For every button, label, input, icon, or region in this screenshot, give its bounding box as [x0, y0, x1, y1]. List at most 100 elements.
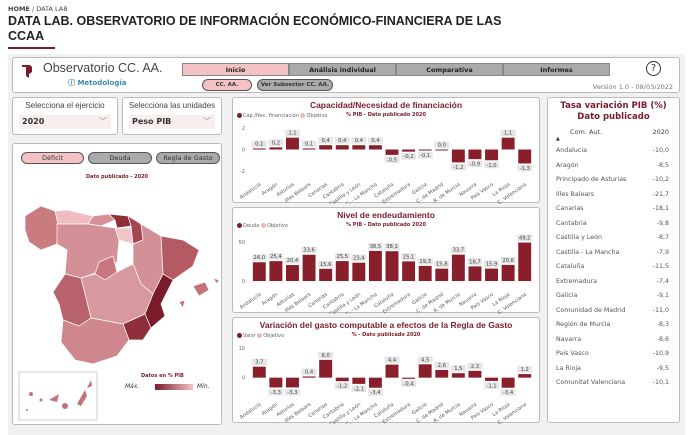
- row-ccaa: Navarra: [556, 335, 582, 343]
- row-value: -7,4: [656, 277, 669, 285]
- bar[interactable]: [518, 149, 532, 164]
- sort-ascending-icon[interactable]: ▲: [556, 136, 560, 142]
- bar[interactable]: [319, 268, 333, 281]
- region-galicia[interactable]: [24, 205, 59, 251]
- bar[interactable]: [485, 268, 498, 281]
- table-row[interactable]: Extremadura -7,4: [556, 278, 669, 293]
- subtab-ccaa[interactable]: CC. AA.: [202, 79, 252, 91]
- chart-title: Capacidad/Necesidad de financiación: [309, 100, 463, 110]
- bar[interactable]: [286, 137, 299, 150]
- bar[interactable]: [335, 261, 349, 281]
- breadcrumb-home[interactable]: HOME: [8, 5, 30, 13]
- bar[interactable]: [518, 242, 532, 281]
- table-row[interactable]: Comunidad de Madrid -11,0: [556, 307, 669, 322]
- region-cataluna[interactable]: [160, 235, 200, 281]
- bar[interactable]: [451, 149, 465, 163]
- bar[interactable]: [501, 264, 515, 281]
- bar[interactable]: [435, 369, 449, 378]
- tab-inicio[interactable]: Inicio: [182, 63, 289, 76]
- table-row[interactable]: Castilla y León -8,7: [556, 234, 669, 249]
- bar[interactable]: [269, 261, 283, 281]
- unidades-dropdown[interactable]: Peso PIB ﹀: [129, 115, 215, 129]
- bar[interactable]: [418, 364, 432, 378]
- region-asturias[interactable]: [54, 209, 94, 227]
- bar[interactable]: [385, 364, 399, 378]
- tab-comparativa[interactable]: Comparativa: [396, 63, 503, 76]
- subtab-subsector[interactable]: Ver Subsector CC. AA.: [257, 79, 333, 91]
- bar[interactable]: [302, 376, 316, 378]
- bar[interactable]: [368, 250, 382, 281]
- bar[interactable]: [286, 377, 299, 388]
- map-button-deuda[interactable]: Deuda: [88, 152, 152, 164]
- bar[interactable]: [252, 148, 266, 150]
- bar[interactable]: [468, 370, 482, 378]
- table-row[interactable]: Illes Balears -21,7: [556, 191, 669, 206]
- bar[interactable]: [451, 254, 465, 281]
- region-canarias[interactable]: [26, 380, 92, 411]
- bar[interactable]: [468, 149, 482, 160]
- bar[interactable]: [302, 254, 316, 281]
- bar[interactable]: [402, 377, 416, 379]
- map-button-regla-gasto[interactable]: Regla de Gasto: [156, 152, 220, 164]
- bar[interactable]: [385, 149, 399, 155]
- bar[interactable]: [319, 359, 333, 378]
- bar[interactable]: [468, 266, 482, 281]
- tab-analisis-individual[interactable]: Análisis individual: [289, 63, 396, 76]
- table-row[interactable]: Región de Murcia -8,3: [556, 321, 669, 336]
- bar[interactable]: [319, 145, 333, 150]
- bar[interactable]: [269, 147, 283, 150]
- bar[interactable]: [485, 377, 498, 381]
- table-row[interactable]: Principado de Asturias -10,2: [556, 176, 669, 191]
- region-pais-vasco[interactable]: [108, 213, 132, 229]
- bar[interactable]: [352, 377, 366, 384]
- bar[interactable]: [402, 149, 416, 152]
- metodologia-link[interactable]: ⓘ Metodología: [68, 78, 126, 88]
- bar[interactable]: [352, 145, 366, 150]
- bar[interactable]: [352, 262, 366, 281]
- table-row[interactable]: Canarias -18,1: [556, 205, 669, 220]
- table-row[interactable]: Galicia -9,1: [556, 292, 669, 307]
- column-header-ccaa[interactable]: Com. Aut.: [570, 128, 603, 136]
- data-label-bg: [318, 137, 334, 144]
- table-row[interactable]: Navarra -8,6: [556, 336, 669, 351]
- bar[interactable]: [485, 149, 498, 161]
- table-row[interactable]: Andalucía -10,0: [556, 147, 669, 162]
- table-row[interactable]: Cataluña -11,5: [556, 263, 669, 278]
- bar[interactable]: [451, 373, 465, 378]
- bar[interactable]: [518, 374, 532, 378]
- bar[interactable]: [501, 137, 515, 150]
- column-header-year[interactable]: 2020: [652, 128, 669, 136]
- map-button-deficit[interactable]: Déficit: [21, 152, 84, 164]
- table-row[interactable]: País Vasco -10,9: [556, 350, 669, 365]
- ejercicio-dropdown[interactable]: 2020 ﹀: [19, 115, 111, 129]
- table-row[interactable]: Cantabria -9,8: [556, 220, 669, 235]
- pib-table: Tasa variación PIB (%) Dato publicado Co…: [547, 97, 680, 423]
- bar[interactable]: [302, 148, 316, 150]
- help-icon[interactable]: ?: [646, 61, 661, 76]
- tab-informes[interactable]: Informes: [503, 63, 610, 76]
- bar[interactable]: [252, 366, 266, 378]
- data-label: 15,9: [486, 262, 498, 268]
- bar[interactable]: [368, 145, 382, 150]
- bar[interactable]: [435, 268, 449, 281]
- bar[interactable]: [501, 377, 515, 388]
- bar[interactable]: [335, 145, 349, 150]
- bar[interactable]: [418, 149, 432, 151]
- bar[interactable]: [286, 265, 299, 281]
- bar[interactable]: [435, 149, 449, 151]
- y-tick-label: 0: [242, 376, 245, 382]
- table-row[interactable]: Aragón -8,5: [556, 162, 669, 177]
- bar[interactable]: [335, 377, 349, 382]
- table-row[interactable]: La Rioja -9,5: [556, 365, 669, 380]
- table-row[interactable]: Castilla - La Mancha -7,9: [556, 249, 669, 264]
- region-andalucia[interactable]: [60, 317, 130, 365]
- table-row[interactable]: Comunitat Valenciana -10,1: [556, 379, 669, 394]
- bar[interactable]: [252, 262, 266, 281]
- bar[interactable]: [385, 251, 399, 281]
- region-cantabria[interactable]: [87, 213, 116, 227]
- bar[interactable]: [418, 265, 432, 281]
- region-illes-balears[interactable]: [178, 277, 220, 309]
- bar[interactable]: [402, 261, 416, 281]
- bar[interactable]: [368, 377, 382, 388]
- bar[interactable]: [269, 377, 283, 388]
